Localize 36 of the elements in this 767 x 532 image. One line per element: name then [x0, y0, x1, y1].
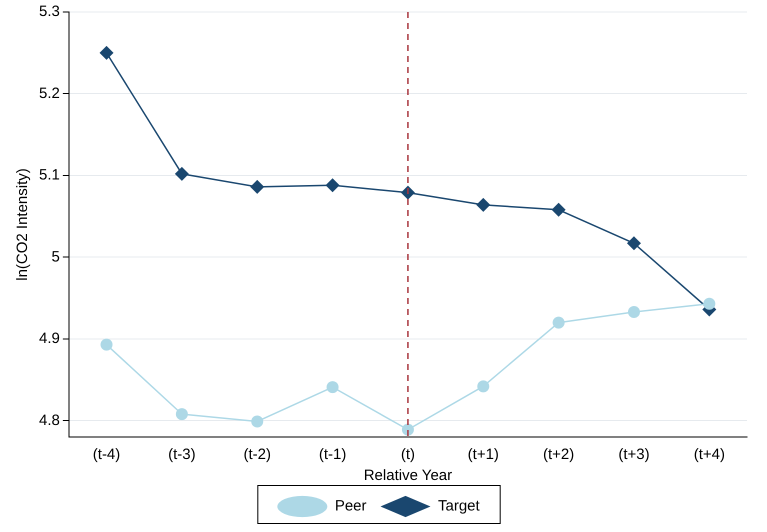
x-tick-label: (t+1) — [468, 446, 499, 464]
point — [400, 186, 415, 200]
x-tick-label: (t) — [400, 446, 416, 464]
x-tick-label: (t-4) — [92, 446, 120, 464]
point — [100, 46, 114, 60]
point — [100, 338, 113, 351]
point — [174, 166, 189, 181]
y-tick-label: 5.1 — [38, 166, 60, 184]
y-tick-label: 4.8 — [38, 412, 60, 429]
point — [477, 380, 490, 392]
point — [626, 236, 641, 250]
x-tick-label: (t-1) — [318, 446, 346, 464]
point — [250, 180, 264, 194]
point — [552, 316, 565, 329]
point — [703, 298, 716, 310]
point — [176, 408, 188, 420]
point — [552, 202, 566, 217]
x-tick-label: (t-2) — [243, 446, 271, 464]
y-tick-label: 5.3 — [38, 3, 60, 20]
legend-label: Target — [438, 498, 481, 515]
point — [326, 381, 339, 394]
x-tick-label: (t+2) — [542, 446, 574, 464]
point — [251, 415, 264, 428]
point — [628, 306, 640, 318]
x-axis-title: Relative Year — [364, 467, 452, 484]
y-tick-label: 4.9 — [38, 330, 60, 348]
y-tick-label: 5 — [52, 248, 60, 266]
point — [476, 198, 490, 212]
x-tick-label: (t-3) — [168, 446, 196, 464]
y-tick-label: 5.2 — [38, 84, 60, 102]
legend-label: Peer — [334, 498, 366, 515]
x-tick-label: (t+3) — [618, 446, 650, 464]
y-axis-title: ln(CO2 Intensity) — [14, 168, 32, 281]
x-tick-label: (t+4) — [694, 446, 725, 464]
point — [402, 424, 414, 436]
point — [326, 178, 340, 192]
